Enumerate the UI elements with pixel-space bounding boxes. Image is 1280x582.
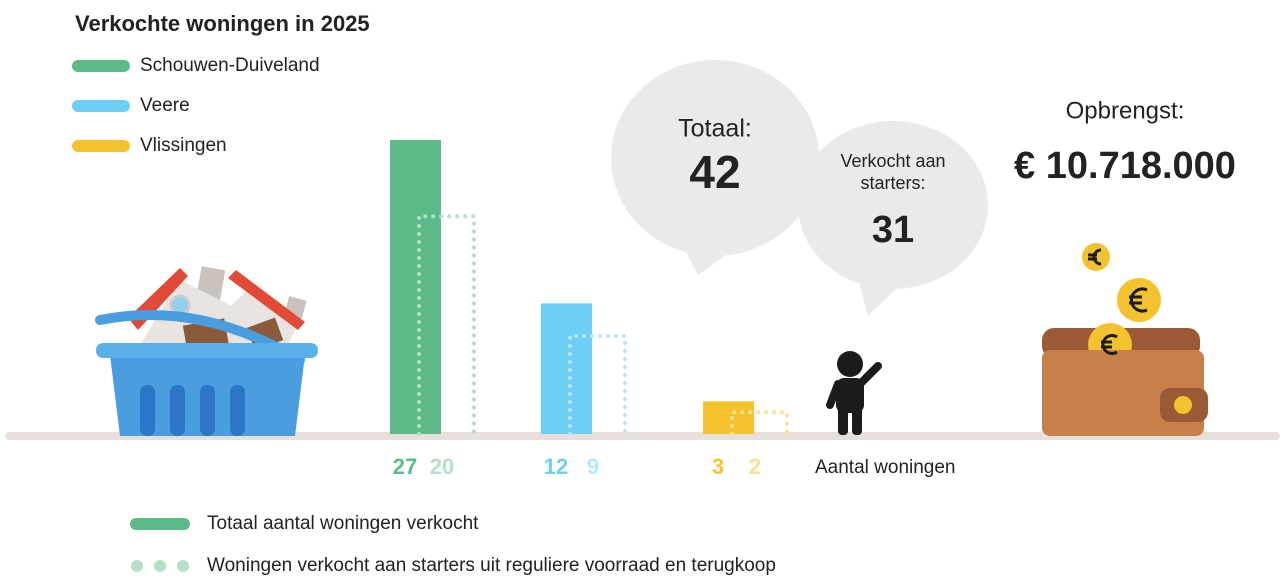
legend-swatch	[130, 518, 190, 530]
starter-bar	[568, 334, 627, 436]
value-label: 20	[430, 454, 454, 479]
legend-label: Vlissingen	[140, 135, 227, 156]
legend-swatch	[72, 100, 130, 112]
legend-swatch	[72, 140, 130, 152]
legend-dot	[177, 560, 189, 572]
legend-swatch	[72, 60, 130, 72]
total-label: Totaal:	[678, 115, 752, 143]
basket-illustration	[95, 266, 318, 436]
legend-label: Schouwen-Duiveland	[140, 55, 320, 76]
bar	[703, 401, 754, 434]
legend-label: Woningen verkocht aan starters uit regul…	[207, 555, 776, 576]
starters-label: Verkocht aan starters:	[840, 151, 946, 193]
legend-dot	[154, 560, 166, 572]
starters-value: 31	[872, 209, 914, 251]
chart-title: Verkochte woningen in 2025	[75, 11, 370, 36]
child-figure	[826, 351, 882, 435]
value-label: 27	[393, 454, 417, 479]
value-label: 9	[587, 454, 599, 479]
value-label: 12	[544, 454, 568, 479]
value-label: 2	[749, 454, 761, 479]
bar	[541, 303, 592, 434]
speech-bubbles	[611, 60, 988, 316]
x-axis-label: Aantal woningen	[815, 457, 956, 478]
legend-label: Veere	[140, 95, 190, 116]
legend-dot	[131, 560, 143, 572]
starter-bar	[730, 410, 789, 436]
bar	[390, 140, 441, 434]
baseline	[5, 432, 1280, 440]
value-label: 3	[712, 454, 724, 479]
legend-label: Totaal aantal woningen verkocht	[207, 513, 479, 534]
revenue-value: € 10.718.000	[1014, 145, 1236, 187]
wallet-illustration	[1042, 243, 1208, 436]
total-value: 42	[689, 146, 740, 198]
revenue-label: Opbrengst:	[1066, 97, 1185, 124]
